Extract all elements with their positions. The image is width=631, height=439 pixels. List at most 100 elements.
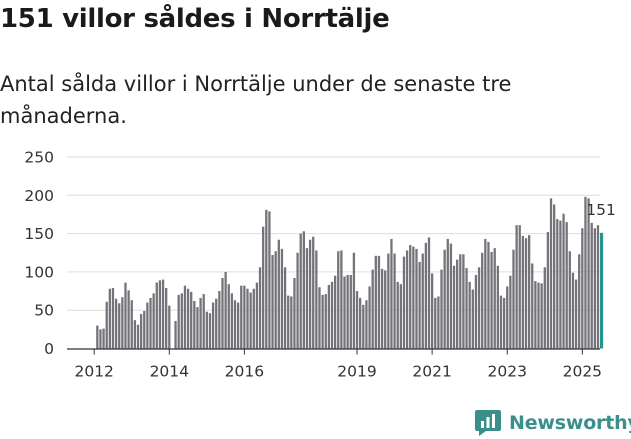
bar — [202, 294, 205, 349]
bar — [346, 274, 349, 349]
bar — [227, 284, 230, 349]
bar — [268, 211, 271, 349]
y-tick-label: 250 — [24, 149, 54, 167]
bar — [152, 293, 155, 349]
bar — [368, 286, 371, 349]
bar — [459, 254, 462, 349]
bar — [434, 297, 437, 349]
bar — [384, 270, 387, 349]
bar — [443, 249, 446, 349]
bar — [133, 320, 137, 349]
y-tick-label: 50 — [34, 302, 54, 320]
bar — [177, 294, 180, 349]
bar — [596, 225, 600, 349]
bar — [446, 238, 449, 349]
bar — [468, 281, 471, 349]
bar — [277, 239, 280, 349]
bar — [296, 252, 299, 349]
bar — [236, 302, 240, 349]
bar — [280, 248, 284, 349]
bar — [452, 265, 456, 349]
bar — [465, 268, 468, 349]
bar — [377, 255, 381, 349]
x-tick-label: 2021 — [412, 363, 451, 381]
bar — [139, 314, 143, 349]
bar — [252, 288, 255, 349]
bar — [584, 196, 587, 349]
bar — [215, 298, 218, 349]
bar — [553, 204, 556, 349]
bar — [230, 293, 234, 349]
bar — [124, 282, 127, 349]
bar — [355, 291, 359, 349]
bar — [243, 285, 246, 349]
bar — [559, 220, 562, 349]
bar — [102, 328, 105, 349]
bar — [130, 300, 133, 349]
bar — [527, 235, 531, 349]
bar — [308, 239, 312, 349]
y-tick-label: 150 — [24, 225, 54, 243]
x-tick-label: 2019 — [337, 363, 376, 381]
bar — [190, 291, 193, 349]
data-label-last: 151 — [586, 201, 616, 219]
data-labels: 151 — [586, 201, 616, 219]
bar — [143, 310, 146, 349]
bar — [349, 274, 352, 349]
bar — [487, 242, 490, 349]
bar — [274, 251, 277, 349]
bar — [324, 294, 327, 349]
bar — [581, 228, 584, 349]
x-tick-label: 2014 — [150, 363, 189, 381]
bar — [518, 225, 521, 349]
bar — [499, 295, 503, 349]
bar — [543, 267, 546, 349]
bar-highlight — [599, 232, 604, 349]
bar — [340, 250, 343, 349]
chart-title: 151 villor såldes i Norrtälje — [0, 4, 390, 34]
bar — [512, 249, 515, 349]
bar — [246, 288, 249, 349]
bar — [427, 237, 431, 349]
bar — [462, 254, 465, 349]
bar — [287, 295, 290, 349]
bar — [534, 281, 537, 349]
bar — [415, 248, 418, 349]
bar — [365, 300, 368, 349]
bar — [174, 320, 177, 349]
x-tick-label: 2023 — [488, 363, 527, 381]
bar — [456, 259, 459, 349]
bar — [118, 303, 121, 349]
bar — [221, 278, 224, 349]
bar — [590, 222, 593, 349]
bar — [114, 298, 118, 349]
bar — [502, 297, 506, 349]
bar — [233, 300, 237, 349]
bar — [343, 276, 346, 349]
bar — [149, 297, 152, 349]
bar — [168, 305, 171, 349]
bar — [127, 290, 130, 349]
bar — [99, 329, 102, 349]
bar — [224, 271, 227, 349]
bar — [258, 267, 262, 349]
bar — [515, 225, 518, 349]
bar — [305, 248, 309, 349]
bar — [493, 248, 496, 349]
bar — [158, 280, 162, 349]
bar — [108, 288, 111, 349]
bar — [146, 302, 149, 349]
bar — [390, 238, 393, 349]
bar — [506, 286, 509, 349]
bar — [471, 289, 474, 349]
bar — [481, 252, 484, 349]
bar — [593, 228, 596, 349]
bar — [524, 238, 528, 349]
bar — [155, 282, 158, 349]
bar — [293, 278, 296, 349]
bar-chart: 0 50 100 150 200 250 2012 2014 2016 2019 2021 2023… — [24, 149, 616, 381]
bar — [568, 251, 571, 349]
bar — [96, 325, 99, 349]
bar — [409, 245, 412, 349]
bar — [111, 287, 115, 349]
